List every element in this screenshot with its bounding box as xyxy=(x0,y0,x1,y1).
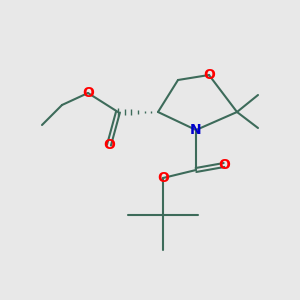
Text: O: O xyxy=(157,171,169,185)
Text: O: O xyxy=(203,68,215,82)
Text: O: O xyxy=(103,138,115,152)
Text: O: O xyxy=(218,158,230,172)
Text: O: O xyxy=(82,86,94,100)
Text: N: N xyxy=(190,123,202,137)
